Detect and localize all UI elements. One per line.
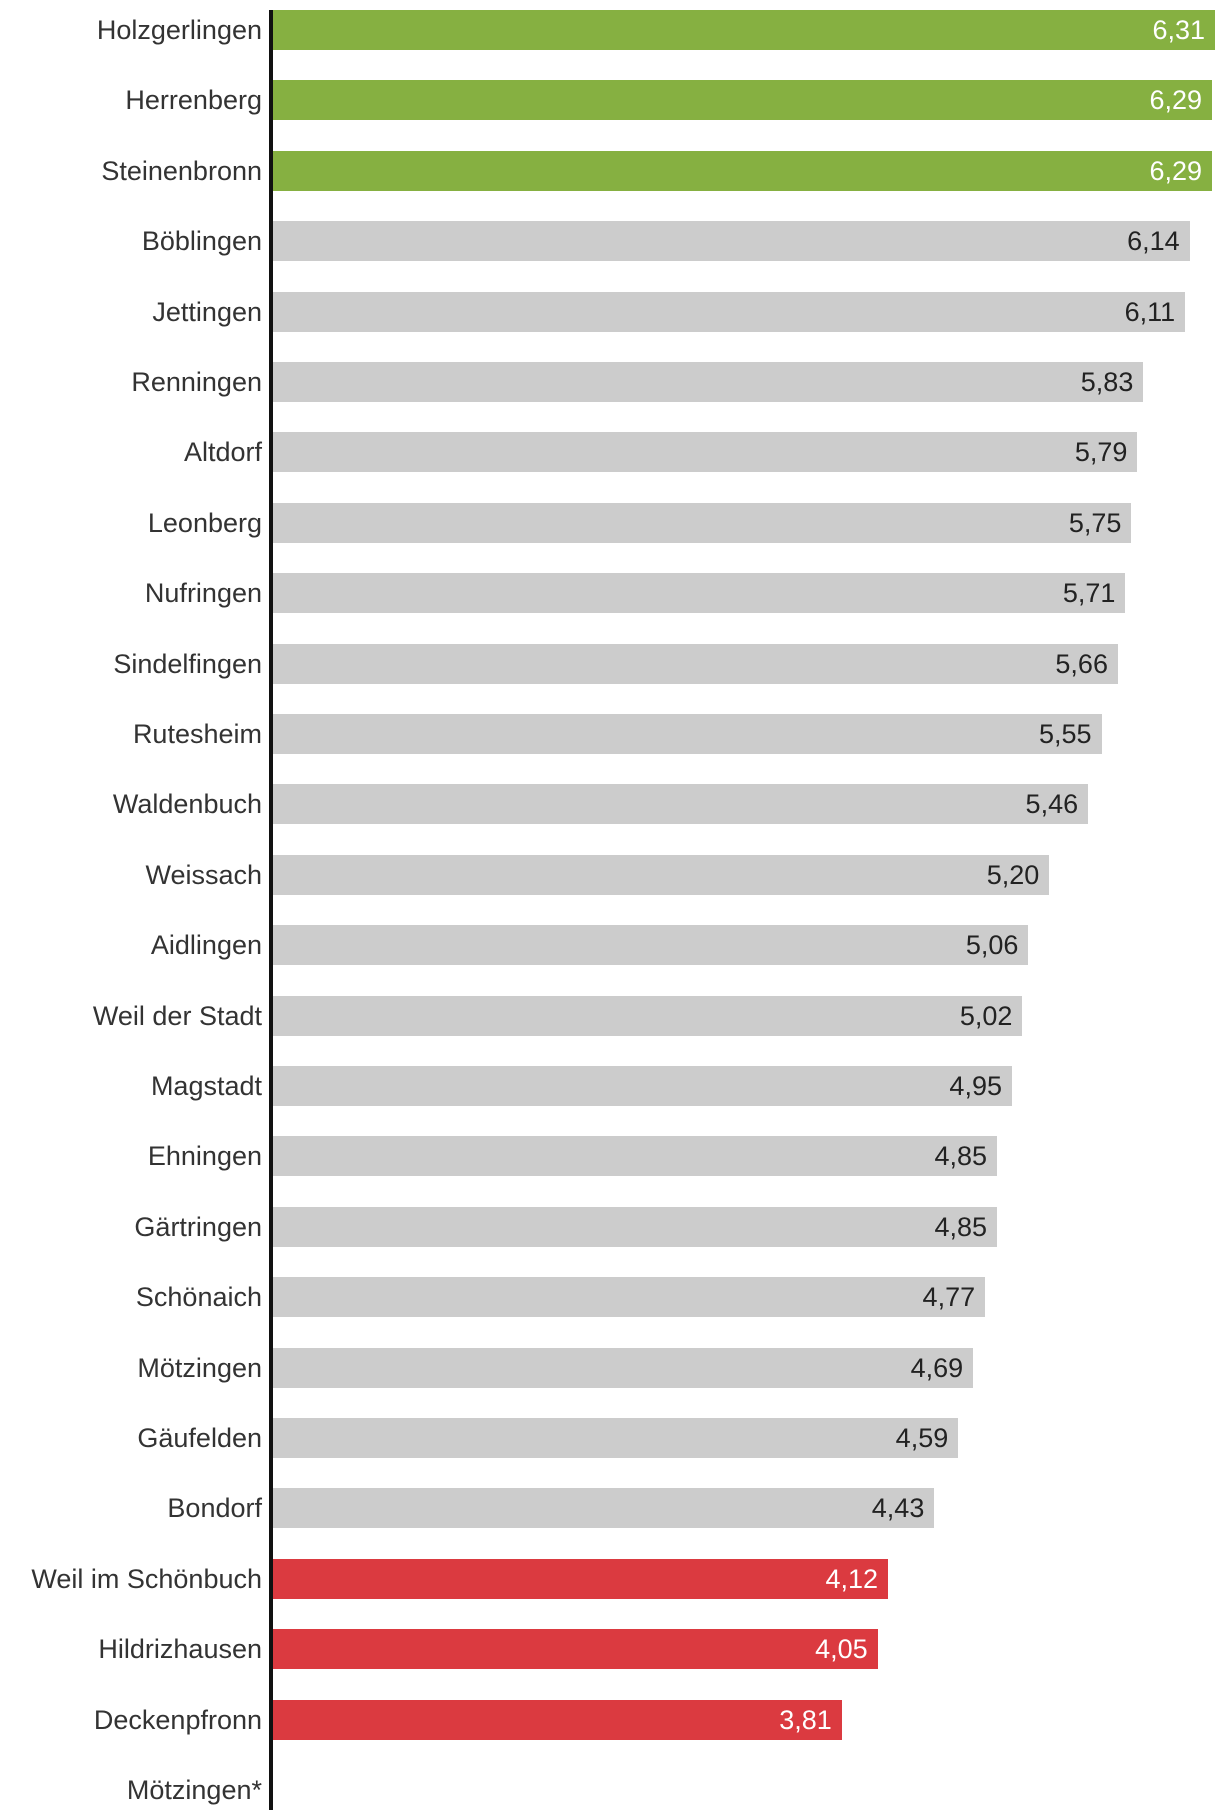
value-label: 4,69	[910, 1352, 964, 1383]
bar	[273, 362, 1144, 402]
value-label: 5,46	[1025, 789, 1079, 820]
category-label: Magstadt	[150, 1071, 262, 1101]
bar	[273, 784, 1089, 825]
value-label: 5,66	[1055, 648, 1108, 679]
value-label: 6,11	[1124, 296, 1176, 327]
value-label: 4,05	[815, 1634, 868, 1665]
category-label: Mötzingen	[137, 1352, 262, 1383]
value-label: 5,75	[1068, 507, 1122, 538]
bar	[273, 432, 1138, 473]
category-label: Altdorf	[183, 437, 262, 468]
category-label: Weil der Stadt	[92, 1000, 262, 1031]
bar	[273, 1206, 998, 1247]
category-label: Waldenbuch	[112, 789, 262, 820]
bar	[273, 1066, 1012, 1106]
category-label: Weil im Schönbuch	[31, 1563, 262, 1594]
category-label: Renningen	[131, 367, 262, 397]
category-label: Holzgerlingen	[96, 15, 262, 45]
bar	[273, 10, 1215, 50]
category-label: Rutesheim	[132, 719, 262, 749]
value-label: 6,29	[1149, 85, 1203, 116]
category-label: Leonberg	[147, 507, 262, 538]
category-label: Deckenpfronn	[93, 1704, 262, 1735]
value-label: 4,59	[895, 1423, 949, 1453]
y-axis-line	[269, 10, 273, 1810]
bar	[273, 502, 1132, 543]
value-label: 5,06	[965, 930, 1019, 961]
value-label: 4,12	[825, 1563, 879, 1594]
category-label: Schönaich	[135, 1282, 262, 1313]
bar	[273, 1277, 986, 1318]
value-label: 4,85	[934, 1211, 988, 1242]
category-label: Sindelfingen	[113, 648, 262, 679]
value-label: 5,71	[1062, 578, 1116, 609]
bar	[273, 854, 1050, 895]
value-label: 4,95	[949, 1071, 1002, 1101]
category-label: Böblingen	[141, 226, 262, 257]
category-label: Jettingen	[152, 296, 262, 327]
value-label: 5,55	[1038, 719, 1092, 749]
bar	[273, 1488, 935, 1529]
bar	[273, 1699, 842, 1740]
value-label: 5,79	[1074, 437, 1128, 468]
value-label: 4,77	[922, 1282, 976, 1313]
bar	[273, 1558, 889, 1599]
bar	[273, 573, 1126, 614]
value-label: 6,29	[1149, 155, 1203, 186]
value-label: 6,31	[1152, 15, 1205, 45]
bar	[273, 1418, 959, 1458]
category-label: Mötzingen*	[126, 1775, 262, 1805]
category-label: Herrenberg	[125, 85, 262, 116]
bar	[273, 221, 1190, 262]
bar	[273, 1136, 998, 1177]
value-label: 3,81	[779, 1704, 832, 1735]
value-label: 6,14	[1127, 226, 1180, 257]
bar	[273, 714, 1102, 754]
bar	[273, 80, 1212, 121]
category-label: Steinenbronn	[101, 155, 262, 186]
value-label: 4,85	[934, 1141, 988, 1172]
category-label: Ehningen	[147, 1141, 262, 1172]
value-label: 4,43	[871, 1493, 925, 1524]
category-label: Bondorf	[167, 1493, 262, 1524]
bar	[273, 150, 1212, 191]
bar	[273, 1347, 974, 1388]
category-label: Aidlingen	[150, 930, 262, 961]
category-label: Gäufelden	[137, 1423, 262, 1453]
bar	[273, 643, 1118, 684]
bar	[273, 1629, 878, 1670]
bar	[273, 995, 1023, 1036]
value-label: 5,20	[986, 859, 1040, 890]
category-label: Hildrizhausen	[98, 1634, 262, 1665]
bar	[273, 291, 1186, 332]
category-label: Nufringen	[144, 578, 262, 609]
value-label: 5,02	[959, 1000, 1013, 1031]
category-label: Gärtringen	[134, 1211, 262, 1242]
value-label: 5,83	[1080, 367, 1134, 397]
bar	[273, 925, 1029, 966]
category-label: Weissach	[145, 859, 262, 890]
